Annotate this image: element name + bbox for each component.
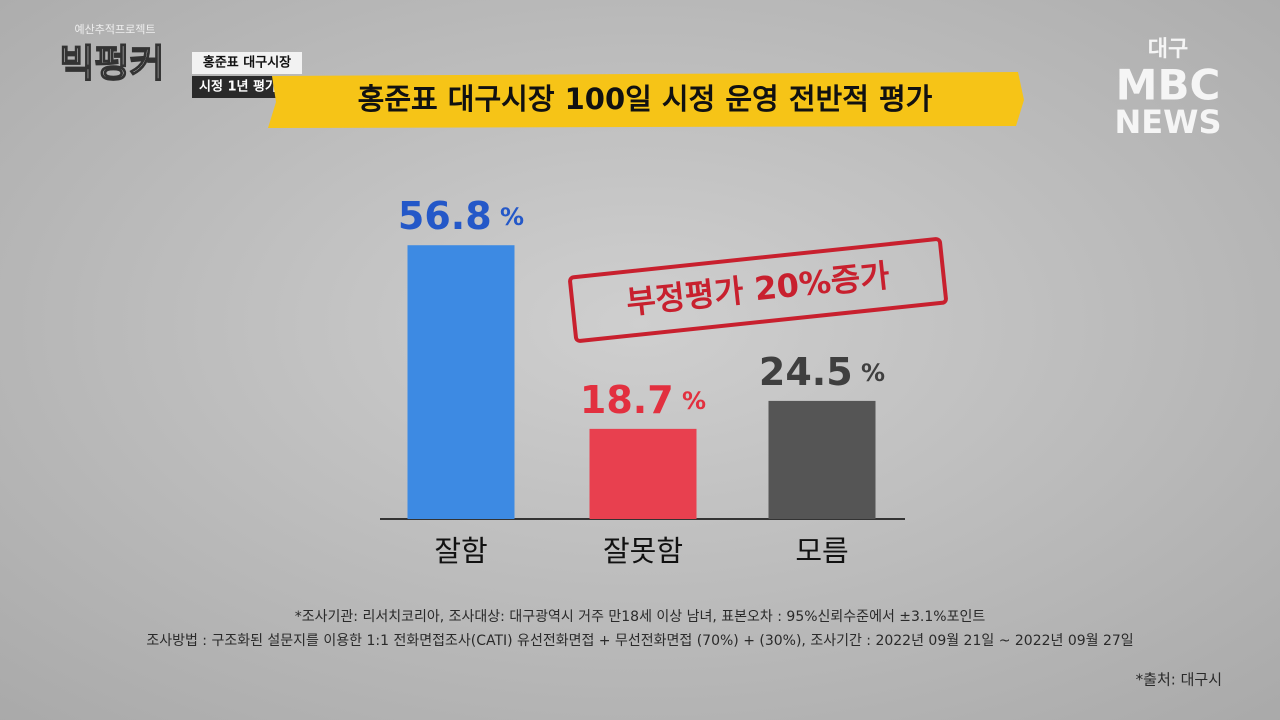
broadcaster-sub: NEWS — [1115, 103, 1222, 141]
title-band — [268, 72, 1024, 128]
tag: 시정 1년 평가 — [199, 79, 277, 95]
x-tick-label: 잘함 — [434, 534, 487, 568]
x-tick-label: 잘못함 — [603, 534, 683, 568]
project-name: 예산추적프로젝트 — [75, 23, 156, 36]
chart-title: 홍준표 대구시장 100일 시정 운영 전반적 평가 — [358, 82, 933, 116]
bar — [589, 428, 697, 519]
source: *출처: 대구시 — [1136, 671, 1222, 689]
bar — [407, 245, 515, 519]
stamp-border — [568, 237, 948, 343]
note: *조사기관: 리서치코리아, 조사대상: 대구광역시 거주 만18세 이상 남녀… — [295, 609, 986, 625]
note: 조사방법 : 구조화된 설문지를 이용한 1:1 전화면접조사(CATI) 유선… — [146, 633, 1133, 649]
tag-box — [192, 76, 284, 98]
tag: 홍준표 대구시장 — [203, 55, 291, 71]
value-label: 18.7 % — [580, 377, 706, 421]
x-tick-label: 모름 — [795, 534, 848, 568]
bar — [768, 400, 876, 519]
show-logo: 빅펑커 — [60, 42, 165, 86]
value-label: 56.8 % — [398, 194, 524, 238]
broadcaster-name: MBC — [1116, 61, 1221, 110]
tag-box — [192, 52, 302, 74]
value-label: 24.5 % — [759, 349, 885, 393]
broadcaster-region: 대구 — [1148, 37, 1188, 62]
